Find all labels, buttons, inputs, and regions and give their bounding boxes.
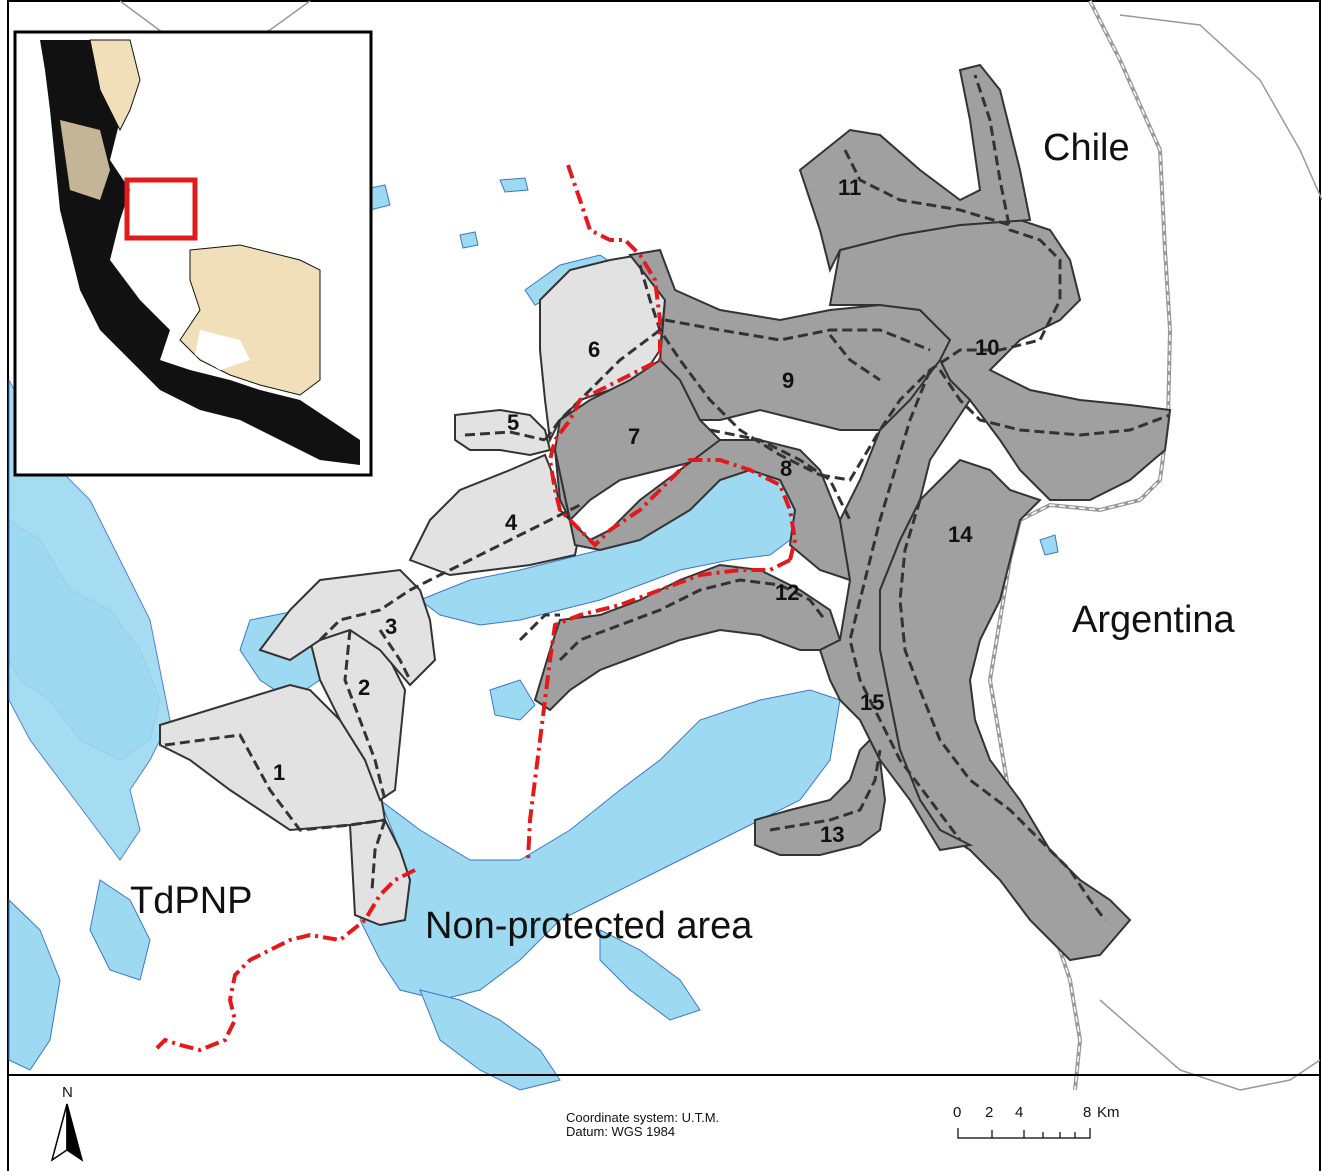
region-label-chile: Chile bbox=[1043, 127, 1130, 169]
trails bbox=[164, 74, 1171, 921]
north-arrow-icon: N bbox=[50, 1084, 84, 1162]
zone-label-5: 5 bbox=[507, 410, 519, 435]
zone-label-9: 9 bbox=[782, 368, 794, 393]
region-label-argentina: Argentina bbox=[1072, 599, 1236, 641]
zone-label-2: 2 bbox=[358, 675, 370, 700]
zone-labels: 1 2 3 4 5 6 7 8 9 10 11 12 13 14 15 bbox=[273, 175, 999, 847]
north-label: N bbox=[62, 1084, 73, 1101]
park-boundary bbox=[153, 164, 798, 1053]
zone-1b-area bbox=[348, 818, 412, 927]
zone-3-area bbox=[258, 568, 437, 687]
zone-label-6: 6 bbox=[588, 337, 600, 362]
zone-label-15: 15 bbox=[860, 690, 884, 715]
scale-tick-8: 8 bbox=[1083, 1104, 1091, 1121]
zone-label-14: 14 bbox=[948, 522, 973, 547]
scale-tick-0: 0 bbox=[953, 1104, 961, 1121]
zone-label-12: 12 bbox=[775, 580, 799, 605]
datum-text: Datum: WGS 1984 bbox=[566, 1124, 675, 1139]
zone-label-11: 11 bbox=[838, 175, 861, 200]
zone-4-area bbox=[408, 453, 582, 577]
zone-label-10: 10 bbox=[975, 335, 999, 360]
zone-label-1: 1 bbox=[273, 760, 285, 785]
map-frame bbox=[7, 0, 1321, 1171]
zone-15-area bbox=[818, 358, 974, 852]
region-label-non-protected: Non-protected area bbox=[425, 905, 753, 947]
scale-tick-4: 4 bbox=[1015, 1104, 1023, 1121]
zone-label-13: 13 bbox=[820, 822, 844, 847]
coordinate-system-text: Coordinate system: U.T.M. bbox=[566, 1110, 719, 1125]
region-labels: Chile Argentina TdPNP Non-protected area bbox=[130, 127, 1236, 947]
zone-11-area bbox=[798, 63, 1032, 273]
zone-label-4: 4 bbox=[505, 510, 518, 535]
scale-unit: Km bbox=[1097, 1104, 1120, 1121]
scale-bar: 0 2 4 8 Km bbox=[953, 1104, 1120, 1139]
scale-tick-2: 2 bbox=[985, 1104, 993, 1121]
region-label-tdpnp: TdPNP bbox=[130, 880, 252, 922]
zone-label-7: 7 bbox=[628, 424, 640, 449]
inset-map bbox=[13, 30, 373, 477]
zone-label-8: 8 bbox=[780, 456, 792, 481]
inset-extent-box bbox=[124, 177, 198, 241]
zone-14-area bbox=[879, 458, 1132, 962]
zone-label-3: 3 bbox=[385, 614, 397, 639]
